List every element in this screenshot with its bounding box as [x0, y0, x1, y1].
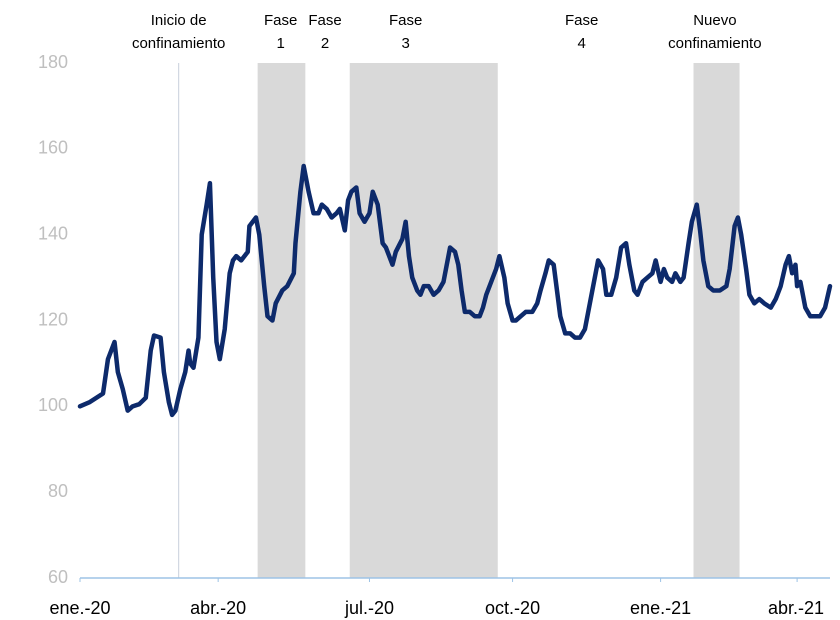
- x-tick-label: ene.-20: [49, 598, 110, 618]
- annotation: confinamiento: [132, 35, 225, 52]
- y-tick-label: 140: [38, 223, 68, 243]
- x-tick-label: jul.-20: [344, 598, 394, 618]
- y-tick-label: 100: [38, 395, 68, 415]
- annotation: 2: [321, 35, 329, 52]
- x-tick-label: oct.-20: [485, 598, 540, 618]
- phase-band: [257, 63, 306, 578]
- y-tick-label: 120: [38, 309, 68, 329]
- annotation: 4: [577, 35, 585, 52]
- annotation: 3: [401, 35, 409, 52]
- x-tick-label: ene.-21: [630, 598, 691, 618]
- y-tick-label: 160: [38, 138, 68, 158]
- annotation: Fase: [308, 12, 341, 29]
- phase-band: [693, 63, 740, 578]
- y-tick-label: 180: [38, 52, 68, 72]
- annotation: Fase: [264, 12, 297, 29]
- annotation: confinamiento: [668, 35, 761, 52]
- y-tick-label: 80: [48, 481, 68, 501]
- x-tick-label: abr.-20: [190, 598, 246, 618]
- data-line: [77, 163, 833, 418]
- y-tick-label: 60: [48, 567, 68, 587]
- phase-band: [349, 63, 498, 578]
- annotation: Fase: [565, 12, 598, 29]
- annotation: Fase: [389, 12, 422, 29]
- annotation: Nuevo: [693, 12, 736, 29]
- x-tick-label: abr.-21: [768, 598, 824, 618]
- annotation: 1: [276, 35, 284, 52]
- annotation: Inicio de: [151, 12, 207, 29]
